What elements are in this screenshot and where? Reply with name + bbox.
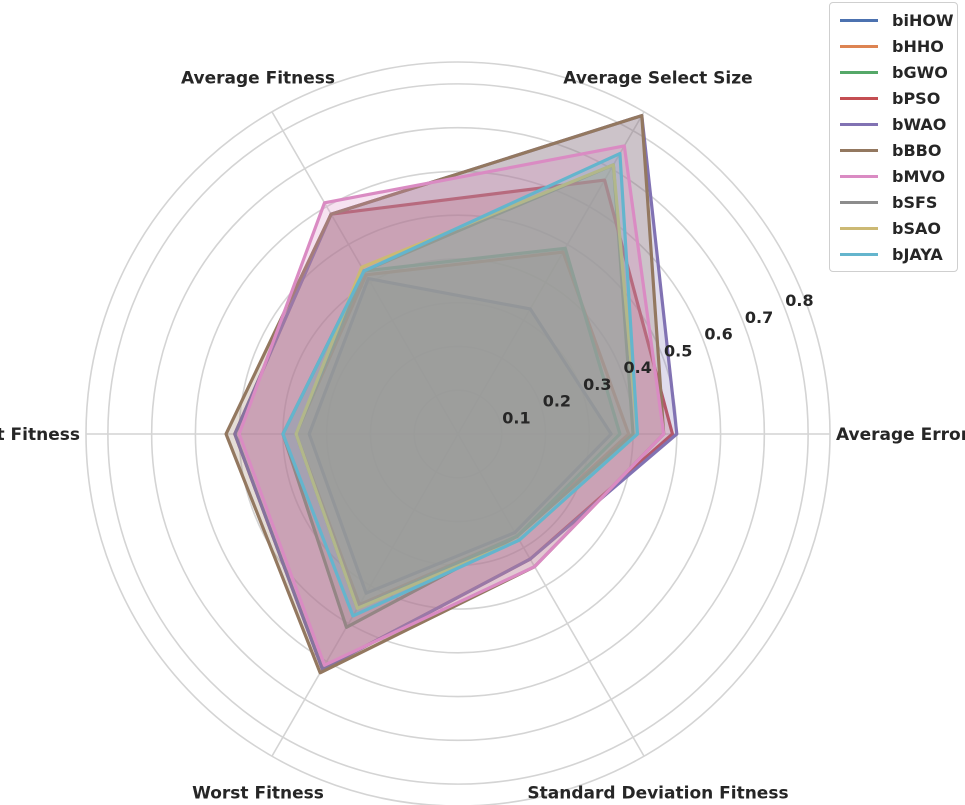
- radial-tick-label: 0.3: [583, 375, 611, 394]
- radial-tick-label: 0.2: [543, 392, 571, 411]
- legend-item: bGWO: [840, 62, 948, 82]
- legend-item: bBBO: [840, 140, 941, 160]
- axis-label: Standard Deviation Fitness: [527, 783, 788, 803]
- legend-item: bPSO: [840, 88, 940, 108]
- radial-tick-label: 0.1: [502, 408, 530, 427]
- legend-item: bSAO: [840, 218, 941, 238]
- legend-label: bSFS: [892, 193, 937, 212]
- legend-swatch: [840, 45, 878, 48]
- axis-label: Best Fitness: [0, 425, 80, 445]
- legend-swatch: [840, 253, 878, 256]
- axis-label: Average Error: [836, 425, 965, 445]
- legend-label: bWAO: [892, 115, 946, 134]
- legend-label: biHOW: [892, 11, 954, 30]
- series-layer: [226, 116, 677, 673]
- radial-tick-label: 0.5: [664, 341, 692, 360]
- axis-label: Average Fitness: [181, 69, 335, 89]
- legend-item: bSFS: [840, 192, 937, 212]
- radial-tick-label: 0.6: [704, 325, 732, 344]
- legend-item: biHOW: [840, 10, 954, 30]
- legend-label: bBBO: [892, 141, 941, 160]
- legend-label: bGWO: [892, 63, 948, 82]
- legend-label: bSAO: [892, 219, 941, 238]
- legend-item: bJAYA: [840, 244, 943, 264]
- legend-item: bWAO: [840, 114, 946, 134]
- legend-label: bHHO: [892, 37, 944, 56]
- legend-item: bHHO: [840, 36, 944, 56]
- legend: biHOW bHHO bGWO bPSO bWAO bBBO bMVO bSFS bSAO bJA…: [829, 2, 958, 272]
- radial-tick-label: 0.4: [624, 358, 652, 377]
- legend-label: bJAYA: [892, 245, 943, 264]
- radial-tick-label: 0.7: [745, 308, 773, 327]
- legend-swatch: [840, 227, 878, 230]
- legend-swatch: [840, 71, 878, 74]
- legend-swatch: [840, 149, 878, 152]
- axis-label: Worst Fitness: [192, 783, 324, 803]
- legend-swatch: [840, 19, 878, 22]
- legend-swatch: [840, 97, 878, 100]
- legend-swatch: [840, 175, 878, 178]
- legend-item: bMVO: [840, 166, 945, 186]
- legend-label: bPSO: [892, 89, 940, 108]
- radial-tick-label: 0.8: [785, 291, 813, 310]
- legend-swatch: [840, 123, 878, 126]
- legend-label: bMVO: [892, 167, 945, 186]
- axis-label: Average Select Size: [563, 69, 752, 89]
- legend-swatch: [840, 201, 878, 204]
